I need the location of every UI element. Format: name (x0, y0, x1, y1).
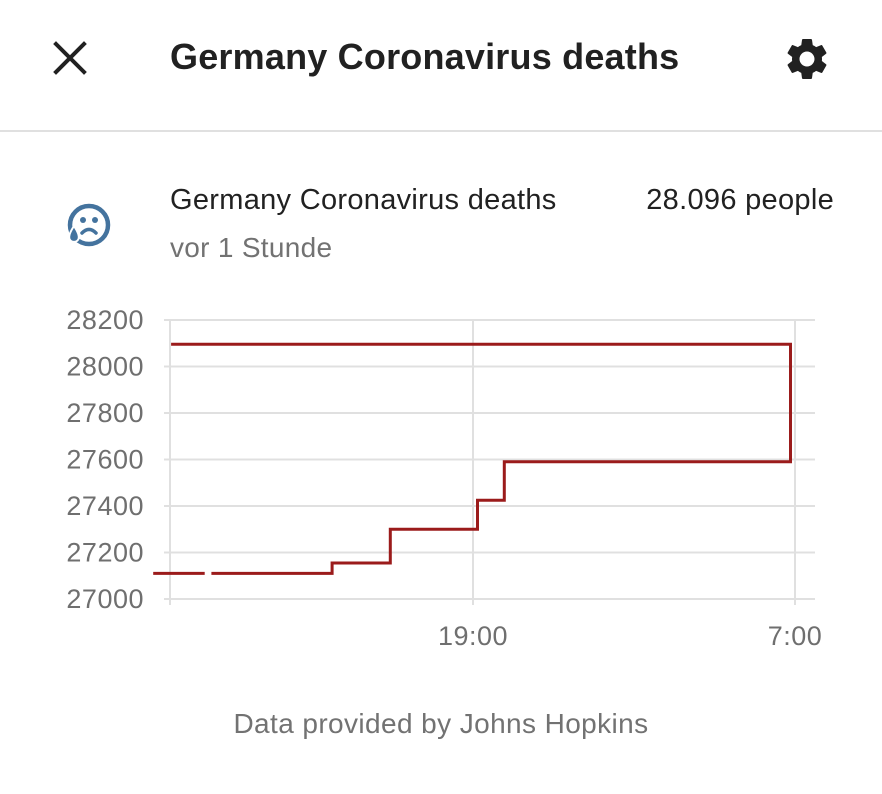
gear-icon (787, 38, 827, 79)
y-tick-label: 27400 (66, 491, 144, 521)
y-tick-label: 28000 (66, 352, 144, 382)
x-tick-label: 19:00 (438, 621, 508, 651)
history-chart-svg: 27000 27200 27400 27600 27800 28000 28200 19:00… (66, 305, 823, 651)
x-tick-label: 7:00 (768, 621, 823, 651)
y-tick-label: 27600 (66, 445, 144, 475)
entity-icon-container (62, 200, 114, 252)
attribution-text: Data provided by Johns Hopkins (233, 708, 649, 739)
entity-last-changed: vor 1 Stunde (170, 232, 333, 263)
entity-value: 28.096 (646, 184, 737, 216)
series-line (171, 342, 792, 575)
settings-button[interactable] (782, 34, 832, 84)
entity-row[interactable]: Germany Coronavirus deaths 28.096 people… (0, 170, 882, 280)
history-chart[interactable]: 27000 27200 27400 27600 27800 28000 28200 19:00… (0, 290, 882, 680)
y-tick-label: 27200 (66, 538, 144, 568)
y-tick-label: 27000 (66, 584, 144, 614)
dialog-title: Germany Coronavirus deaths (170, 36, 680, 77)
y-tick-label: 27800 (66, 398, 144, 428)
entity-unit: people (745, 184, 834, 216)
entity-name: Germany Coronavirus deaths (170, 184, 557, 216)
emoticon-cry-icon (67, 203, 111, 247)
close-icon (53, 41, 87, 75)
entity-state: 28.096 people (646, 184, 834, 217)
dialog-header: Germany Coronavirus deaths (0, 0, 882, 132)
close-button[interactable] (46, 34, 94, 82)
y-tick-label: 28200 (66, 305, 144, 335)
